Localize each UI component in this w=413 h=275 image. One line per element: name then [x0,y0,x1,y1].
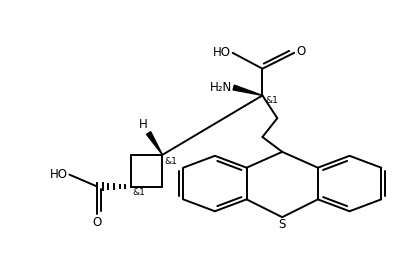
Text: HO: HO [50,168,67,181]
Text: H: H [139,118,147,131]
Text: &1: &1 [164,157,177,166]
Text: HO: HO [213,46,231,59]
Polygon shape [147,132,162,155]
Text: &1: &1 [133,188,146,197]
Text: O: O [93,216,102,229]
Text: S: S [278,218,286,231]
Text: &1: &1 [266,97,278,105]
Polygon shape [233,85,262,95]
Text: H₂N: H₂N [209,81,232,94]
Text: O: O [296,45,305,58]
